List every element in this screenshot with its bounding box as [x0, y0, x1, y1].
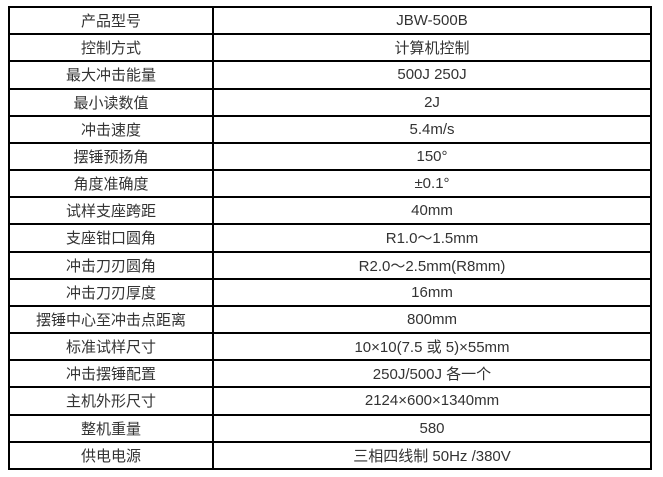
- spec-label: 冲击刀刃厚度: [8, 277, 214, 307]
- spec-label: 支座钳口圆角: [8, 223, 214, 253]
- spec-label: 最大冲击能量: [8, 60, 214, 90]
- table-row: 整机重量 580: [8, 413, 652, 443]
- table-row: 冲击速度 5.4m/s: [8, 114, 652, 144]
- table-row: 标准试样尺寸 10×10(7.5 或 5)×55mm: [8, 332, 652, 362]
- spec-value: 150°: [212, 141, 652, 172]
- spec-label: 最小读数值: [8, 87, 214, 117]
- spec-label: 试样支座跨距: [8, 196, 214, 226]
- specifications-table: 产品型号 JBW-500B 控制方式 计算机控制 最大冲击能量 500J 250…: [8, 5, 652, 471]
- table-row: 最小读数值 2J: [8, 87, 652, 117]
- spec-label: 冲击速度: [8, 114, 214, 144]
- table-row: 支座钳口圆角 R1.0～1.5mm: [8, 223, 652, 253]
- spec-value: 2J: [212, 87, 652, 117]
- spec-value: 500J 250J: [212, 60, 652, 90]
- spec-label: 供电电源: [8, 440, 214, 471]
- spec-value: 800mm: [212, 304, 652, 335]
- spec-label: 控制方式: [8, 33, 214, 63]
- spec-value: 10×10(7.5 或 5)×55mm: [212, 332, 652, 362]
- table-row: 摆锤中心至冲击点距离 800mm: [8, 304, 652, 335]
- spec-value: 2124×600×1340mm: [212, 386, 652, 416]
- table-row: 冲击刀刃厚度 16mm: [8, 277, 652, 307]
- table-row: 试样支座跨距 40mm: [8, 196, 652, 226]
- spec-label: 角度准确度: [8, 169, 214, 199]
- table-row: 主机外形尺寸 2124×600×1340mm: [8, 386, 652, 416]
- spec-value: 三相四线制 50Hz /380V: [212, 440, 652, 471]
- spec-value: R1.0～1.5mm: [212, 223, 652, 253]
- table-row: 角度准确度 ±0.1°: [8, 169, 652, 199]
- spec-label: 冲击刀刃圆角: [8, 250, 214, 280]
- spec-value: 计算机控制: [212, 33, 652, 63]
- spec-value: 5.4m/s: [212, 114, 652, 144]
- spec-label: 冲击摆锤配置: [8, 359, 214, 389]
- table-row: 摆锤预扬角 150°: [8, 141, 652, 172]
- spec-value: 250J/500J 各一个: [212, 359, 652, 389]
- spec-label: 摆锤预扬角: [8, 141, 214, 172]
- spec-label: 整机重量: [8, 413, 214, 443]
- spec-value: R2.0～2.5mm(R8mm): [212, 250, 652, 280]
- table-row: 冲击摆锤配置 250J/500J 各一个: [8, 359, 652, 389]
- spec-value: 580: [212, 413, 652, 443]
- table-row: 冲击刀刃圆角 R2.0～2.5mm(R8mm): [8, 250, 652, 280]
- spec-value: ±0.1°: [212, 169, 652, 199]
- spec-value: JBW-500B: [212, 5, 652, 36]
- spec-label: 产品型号: [8, 5, 214, 36]
- spec-value: 40mm: [212, 196, 652, 226]
- table-row: 控制方式 计算机控制: [8, 33, 652, 63]
- spec-label: 摆锤中心至冲击点距离: [8, 304, 214, 335]
- spec-label: 标准试样尺寸: [8, 332, 214, 362]
- table-row: 产品型号 JBW-500B: [8, 5, 652, 36]
- spec-value: 16mm: [212, 277, 652, 307]
- table-row: 最大冲击能量 500J 250J: [8, 60, 652, 90]
- table-row: 供电电源 三相四线制 50Hz /380V: [8, 440, 652, 471]
- spec-label: 主机外形尺寸: [8, 386, 214, 416]
